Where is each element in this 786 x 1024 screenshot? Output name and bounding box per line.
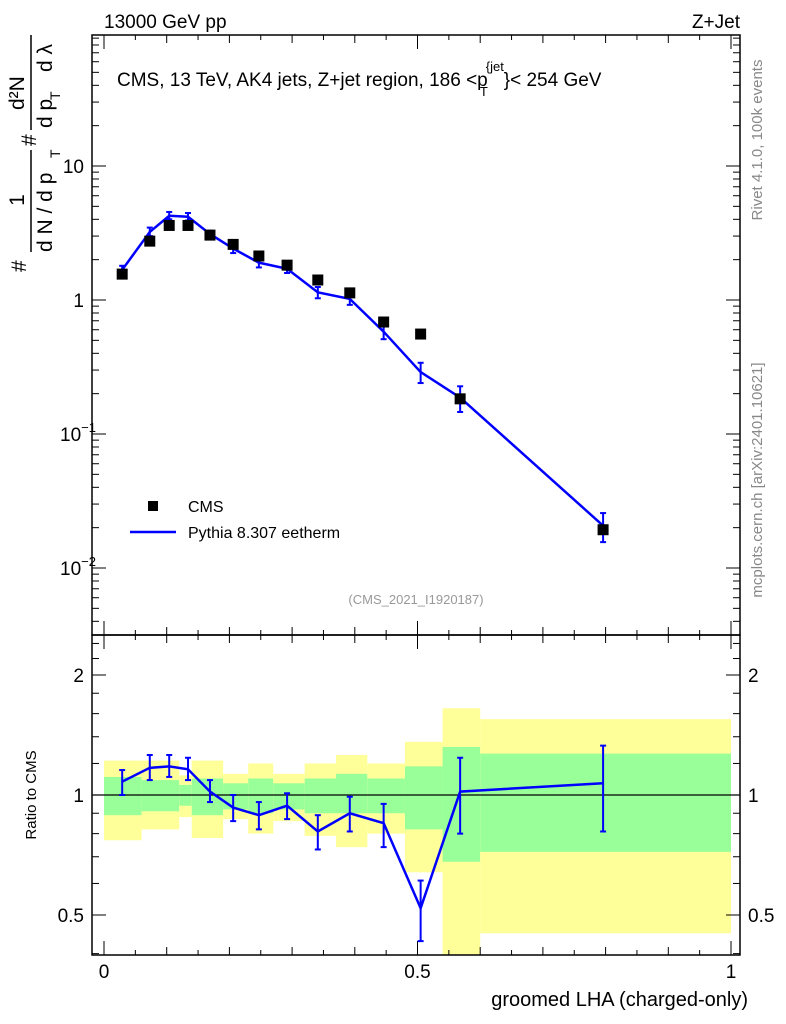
cms-data-point (253, 250, 265, 262)
ratio-y-tick-label-right: 1 (748, 786, 759, 807)
ylabel-den1: d N / d p (34, 173, 57, 252)
y-tick-label: 10−2 (60, 554, 96, 580)
legend: CMS Pythia 8.307 eetherm (130, 499, 340, 542)
ylabel-den1-sub: T (47, 149, 63, 158)
x-tick-label: 0 (99, 962, 110, 983)
cms-data-point (204, 229, 216, 241)
ratio-band-stat (223, 783, 249, 810)
plot-title: CMS, 13 TeV, AK4 jets, Z+jet region, 186… (117, 59, 602, 99)
ratio-band-stat (248, 778, 274, 814)
ratio-y-tick-label-right: 0.5 (748, 906, 774, 927)
ylabel-den2-sub: T (47, 91, 63, 100)
plot-title-tail: }< 254 GeV (504, 70, 602, 91)
ylabel-hash1: # (8, 260, 31, 272)
y-tick-label: 1 (73, 291, 84, 312)
cms-data-point (312, 274, 324, 286)
legend-cms-marker (148, 501, 158, 511)
ratio-band-stat (404, 766, 443, 830)
ratio-y-tick-label-left: 2 (73, 666, 84, 687)
ylabel-den2-dl: d λ (34, 43, 57, 72)
ylabel-hash2: # (18, 134, 41, 146)
cms-data-point (597, 524, 609, 536)
cms-data-point (344, 287, 356, 299)
plot-title-sup: {jet (486, 59, 504, 74)
cms-data-point (144, 235, 156, 247)
cms-data-point (182, 219, 194, 231)
header-analysis: Z+Jet (692, 12, 741, 33)
header-process: 13000 GeV pp (104, 12, 227, 33)
ylabel-num1: 1 (6, 194, 29, 206)
legend-pythia-label: Pythia 8.307 eetherm (188, 525, 340, 542)
ratio-band-stat (273, 783, 305, 810)
legend-cms-label: CMS (188, 499, 224, 516)
cms-data-point (116, 268, 128, 280)
ylabel-den2: d p (34, 99, 57, 128)
ratio-band-stat (367, 778, 405, 814)
ratio-band-stat (442, 746, 481, 862)
ratio-band-stat (141, 780, 180, 812)
ratio-band-stat (304, 778, 336, 814)
cms-data-point (378, 316, 390, 328)
ratio-band-stat (335, 773, 368, 814)
ratio-y-tick-label-right: 2 (748, 666, 759, 687)
ratio-band-stat (480, 753, 731, 852)
cms-data-point (281, 259, 293, 271)
ratio-y-tick-label-left: 0.5 (58, 906, 84, 927)
cms-data-point (415, 328, 427, 340)
side-mcplots-label: mcplots.cern.ch [arXiv:2401.10621] (749, 362, 766, 597)
y-tick-label: 10 (63, 157, 84, 178)
plot-title-main: CMS, 13 TeV, AK4 jets, Z+jet region, 186… (117, 70, 488, 91)
ylabel-num2: d²N (6, 76, 29, 110)
y-tick-label: 10−1 (60, 420, 96, 446)
x-axis-label: groomed LHA (charged-only) (491, 989, 748, 1011)
ratio-panel (91, 634, 741, 956)
y-axis-label: # 1 d N / d p T # d²N d p T d λ (6, 35, 63, 272)
x-tick-label: 1 (726, 962, 737, 983)
cms-data-point (227, 238, 239, 250)
pythia-line (121, 214, 604, 527)
ratio-y-tick-label-left: 1 (73, 786, 84, 807)
plot-title-sub: T (480, 84, 488, 99)
analysis-watermark: (CMS_2021_I1920187) (348, 592, 483, 607)
side-rivet-label: Rivet 4.1.0, 100k events (749, 60, 766, 221)
cms-data-point (163, 219, 175, 231)
x-tick-label: 0.5 (404, 962, 430, 983)
ratio-line (121, 765, 604, 912)
cms-data-point (454, 393, 466, 405)
ratio-y-axis-label: Ratio to CMS (23, 750, 40, 839)
